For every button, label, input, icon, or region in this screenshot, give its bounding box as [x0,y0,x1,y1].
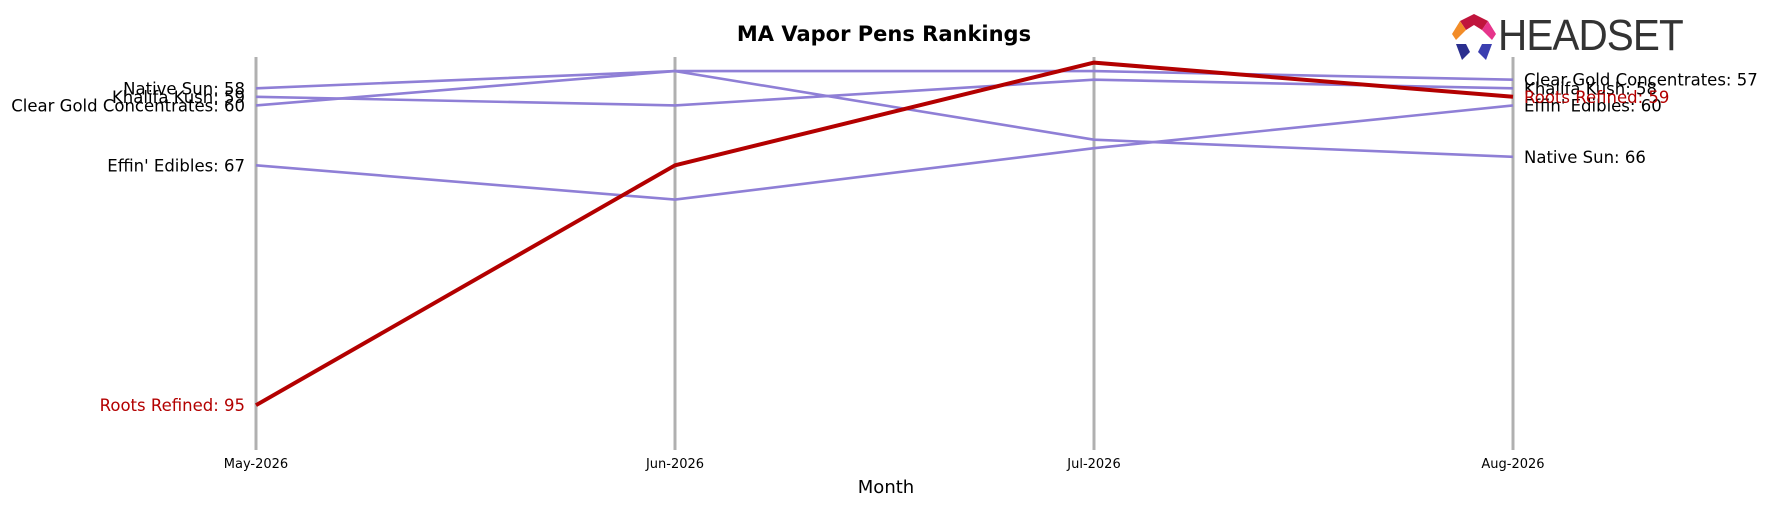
series-line-roots-refined [255,60,1514,407]
series-line-clear-gold-concentrates [255,69,1514,107]
x-tick-label: Jul-2026 [1066,457,1120,472]
start-label-effin-edibles: Effin' Edibles: 67 [107,156,245,175]
headset-logo-icon [1452,14,1496,60]
start-label-native-sun: Native Sun: 58 [123,79,245,98]
series-line-khalifa-kush [255,78,1514,107]
start-label-roots-refined: Roots Refined: 95 [100,396,245,415]
start-label-clear-gold-concentrates: Clear Gold Concentrates: 60 [11,96,245,115]
end-label-clear-gold-concentrates: Clear Gold Concentrates: 57 [1524,71,1758,90]
series-line-native-sun [255,69,1514,159]
x-tick-label: May-2026 [224,457,288,472]
headset-logo: HEADSET [1452,11,1684,62]
chart-title: MA Vapor Pens Rankings [736,22,1032,46]
logo-text: HEADSET [1498,11,1684,60]
gridlines [254,57,1515,450]
start-label-khalifa-kush: Khalifa Kush: 59 [112,88,245,107]
x-tick-label: Jun-2026 [645,457,704,472]
x-axis-label: Month [858,477,914,498]
end-label-khalifa-kush: Khalifa Kush: 58 [1524,79,1657,98]
end-label-effin-edibles: Effin' Edibles: 60 [1524,96,1662,115]
x-tick-label: Aug-2026 [1481,457,1544,472]
series-line-effin-edibles [255,104,1514,201]
x-tick-labels: May-2026 Jun-2026 Jul-2026 Aug-2026 [224,457,1545,472]
end-label-native-sun: Native Sun: 66 [1524,148,1646,167]
series-labels: Native Sun: 58 Native Sun: 66 Khalifa Kush… [11,71,1757,415]
end-label-roots-refined: Roots Refined: 59 [1524,88,1669,107]
series-lines [255,60,1514,407]
